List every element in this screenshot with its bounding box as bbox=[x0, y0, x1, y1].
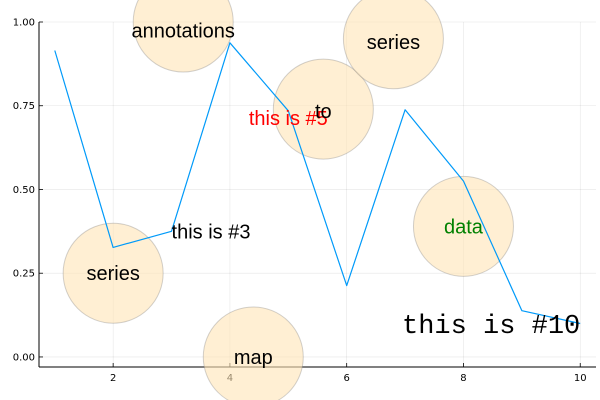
scatter-marker bbox=[412, 175, 514, 277]
scatter-marker bbox=[202, 306, 304, 400]
y-tick-label: 0.50 bbox=[13, 185, 35, 196]
annotation-label: to bbox=[315, 101, 332, 123]
scatter-markers bbox=[62, 0, 514, 400]
annotation-label: this is #3 bbox=[172, 221, 251, 243]
annotation-label: series bbox=[86, 263, 139, 285]
scatter-marker bbox=[62, 222, 164, 324]
y-tick-label: 0.00 bbox=[13, 352, 35, 363]
x-tick-label: 6 bbox=[344, 373, 350, 384]
series-lines bbox=[54, 42, 581, 325]
annotation-label: series bbox=[367, 32, 420, 54]
axes bbox=[38, 22, 596, 368]
scatter-marker bbox=[132, 0, 234, 73]
x-tick-label: 8 bbox=[460, 373, 466, 384]
y-tick-label: 0.25 bbox=[13, 269, 35, 280]
series-line bbox=[54, 42, 581, 325]
annotations: series annotations this is #3 map this is #5… bbox=[86, 20, 580, 369]
scatter-marker bbox=[342, 0, 444, 90]
y-tick-labels: 0.00 0.25 0.50 0.75 1.00 bbox=[13, 18, 35, 364]
annotation-label: annotations bbox=[132, 20, 235, 42]
annotation-label: map bbox=[234, 347, 273, 369]
x-tick-label: 10 bbox=[574, 373, 587, 384]
y-tick-label: 0.75 bbox=[13, 101, 35, 112]
annotation-label: data bbox=[444, 216, 484, 238]
x-tick-label: 2 bbox=[110, 373, 116, 384]
annotation-label: this is #10 bbox=[402, 312, 580, 342]
scatter-marker bbox=[272, 58, 374, 160]
y-tick-label: 1.00 bbox=[13, 18, 35, 29]
x-tick-labels: 246810 bbox=[110, 373, 587, 384]
annotation-label: this is #5 bbox=[249, 108, 328, 130]
